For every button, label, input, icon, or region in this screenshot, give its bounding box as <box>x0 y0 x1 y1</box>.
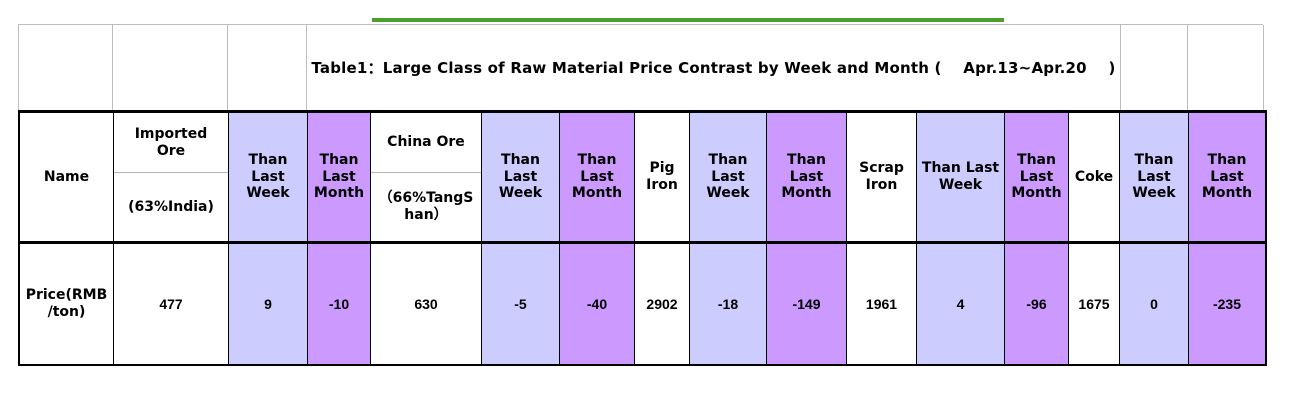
green-accent-line <box>372 18 1004 22</box>
price-contrast-table: Name Imported Ore (63%India) Than Last W… <box>18 110 1267 366</box>
header-cell-imported-ore: Imported Ore (63%India) <box>114 113 229 244</box>
header-cell-pig-iron-than-last-week: Than Last Week <box>690 113 767 244</box>
data-cell-imported-ore-week-change: 9 <box>229 244 308 364</box>
header-cell-china-ore-than-last-week: Than Last Week <box>482 113 560 244</box>
header-cell-scrap-iron-than-last-month: Than Last Month <box>1005 113 1069 244</box>
data-cell-coke-week-change: 0 <box>1120 244 1189 364</box>
empty-grid-cell <box>19 25 113 110</box>
row-label-price: Price(RMB/ton) <box>20 244 114 364</box>
table-title-cell: Table1：Large Class of Raw Material Price… <box>307 25 1121 110</box>
table-title: Table1：Large Class of Raw Material Price… <box>311 59 1116 77</box>
header-cell-china-ore: China Ore （66%TangShan） <box>371 113 482 244</box>
header-cell-name: Name <box>20 113 114 244</box>
data-cell-pig-iron-price: 2902 <box>635 244 690 364</box>
data-cell-pig-iron-week-change: -18 <box>690 244 767 364</box>
header-cell-coke-than-last-month: Than Last Month <box>1189 113 1265 244</box>
header-cell-coke: Coke <box>1069 113 1120 244</box>
header-cell-pig-iron: Pig Iron <box>635 113 690 244</box>
empty-grid-cell <box>1121 25 1188 110</box>
empty-grid-cell <box>1188 25 1264 110</box>
header-cell-coke-than-last-week: Than Last Week <box>1120 113 1189 244</box>
data-cell-scrap-iron-week-change: 4 <box>917 244 1005 364</box>
data-cell-scrap-iron-month-change: -96 <box>1005 244 1069 364</box>
data-cell-china-ore-month-change: -40 <box>560 244 635 364</box>
data-cell-imported-ore-price: 477 <box>114 244 229 364</box>
header-cell-pig-iron-than-last-month: Than Last Month <box>767 113 847 244</box>
data-cell-pig-iron-month-change: -149 <box>767 244 847 364</box>
title-row: Table1：Large Class of Raw Material Price… <box>18 24 1264 110</box>
header-cell-imported-ore-than-last-month: Than Last Month <box>308 113 371 244</box>
china-ore-spec: （66%TangShan） <box>378 190 474 223</box>
data-cell-imported-ore-month-change: -10 <box>308 244 371 364</box>
data-cell-coke-month-change: -235 <box>1189 244 1265 364</box>
imported-ore-spec: (63%India) <box>128 198 214 215</box>
header-cell-china-ore-than-last-month: Than Last Month <box>560 113 635 244</box>
data-cell-scrap-iron-price: 1961 <box>847 244 917 364</box>
data-cell-coke-price: 1675 <box>1069 244 1120 364</box>
china-ore-name: China Ore <box>371 113 481 173</box>
data-cell-china-ore-price: 630 <box>371 244 482 364</box>
data-cell-china-ore-week-change: -5 <box>482 244 560 364</box>
header-cell-scrap-iron: Scrap Iron <box>847 113 917 244</box>
header-cell-scrap-iron-than-last-week: Than Last Week <box>917 113 1005 244</box>
empty-grid-cell <box>228 25 307 110</box>
header-cell-imported-ore-than-last-week: Than Last Week <box>229 113 308 244</box>
imported-ore-name: Imported Ore <box>114 113 228 173</box>
empty-grid-cell <box>113 25 228 110</box>
